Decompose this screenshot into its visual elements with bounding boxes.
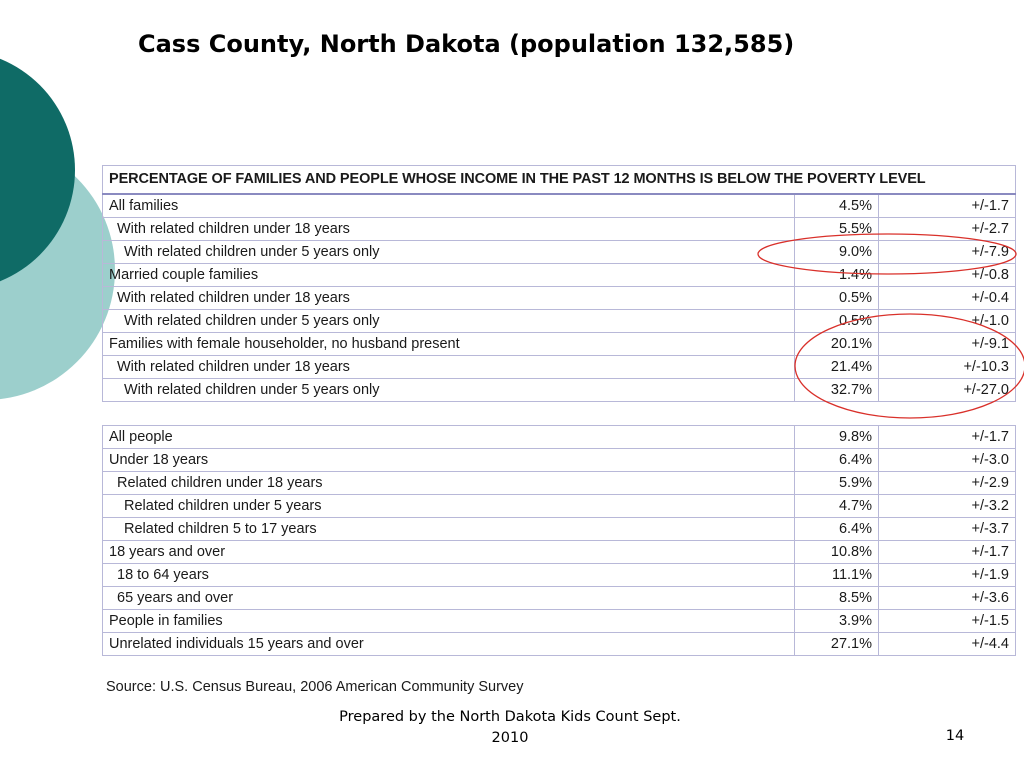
row-label: With related children under 18 years <box>102 285 795 310</box>
row-margin-of-error: +/-1.7 <box>878 424 1016 449</box>
row-label: Under 18 years <box>102 447 795 472</box>
row-margin-of-error: +/-3.6 <box>878 585 1016 610</box>
row-margin-of-error: +/-3.0 <box>878 447 1016 472</box>
row-label: With related children under 18 years <box>102 216 795 241</box>
table-header: PERCENTAGE OF FAMILIES AND PEOPLE WHOSE … <box>102 165 1016 195</box>
row-margin-of-error: +/-10.3 <box>878 354 1016 379</box>
page-number: 14 <box>945 728 965 744</box>
row-label: 65 years and over <box>102 585 795 610</box>
row-percent: 1.4% <box>794 262 879 287</box>
row-percent: 9.8% <box>794 424 879 449</box>
row-percent: 3.9% <box>794 608 879 633</box>
row-percent: 27.1% <box>794 631 879 656</box>
family-row: Married couple families 1.4% +/-0.8 <box>102 262 1016 287</box>
row-margin-of-error: +/-7.9 <box>878 239 1016 264</box>
people-row: 18 years and over 10.8% +/-1.7 <box>102 539 1016 564</box>
row-percent: 8.5% <box>794 585 879 610</box>
row-percent: 9.0% <box>794 239 879 264</box>
people-row: All people 9.8% +/-1.7 <box>102 424 1016 449</box>
poverty-table-container: PERCENTAGE OF FAMILIES AND PEOPLE WHOSE … <box>102 165 1016 656</box>
row-percent: 6.4% <box>794 516 879 541</box>
dark-teal-circle <box>0 58 75 282</box>
row-margin-of-error: +/-9.1 <box>878 331 1016 356</box>
people-row: Related children under 5 years 4.7% +/-3.2 <box>102 493 1016 518</box>
row-percent: 0.5% <box>794 285 879 310</box>
row-percent: 32.7% <box>794 377 879 402</box>
row-margin-of-error: +/-2.7 <box>878 216 1016 241</box>
row-margin-of-error: +/-4.4 <box>878 631 1016 656</box>
row-percent: 4.7% <box>794 493 879 518</box>
family-row: With related children under 5 years only… <box>102 239 1016 264</box>
family-row: With related children under 18 years 5.5%… <box>102 216 1016 241</box>
row-margin-of-error: +/-3.7 <box>878 516 1016 541</box>
row-percent: 4.5% <box>794 193 879 218</box>
section-spacer <box>102 400 1016 426</box>
row-percent: 21.4% <box>794 354 879 379</box>
spacer-cell <box>102 400 1016 426</box>
row-label: Unrelated individuals 15 years and over <box>102 631 795 656</box>
row-label: Related children under 5 years <box>102 493 795 518</box>
poverty-table: PERCENTAGE OF FAMILIES AND PEOPLE WHOSE … <box>102 165 1016 656</box>
row-margin-of-error: +/-0.8 <box>878 262 1016 287</box>
row-label: People in families <box>102 608 795 633</box>
row-percent: 11.1% <box>794 562 879 587</box>
row-margin-of-error: +/-27.0 <box>878 377 1016 402</box>
row-label: With related children under 5 years only <box>102 239 795 264</box>
row-margin-of-error: +/-0.4 <box>878 285 1016 310</box>
row-margin-of-error: +/-1.5 <box>878 608 1016 633</box>
people-row: People in families 3.9% +/-1.5 <box>102 608 1016 633</box>
family-row: With related children under 5 years only… <box>102 377 1016 402</box>
family-row: All families 4.5% +/-1.7 <box>102 193 1016 218</box>
people-row: 18 to 64 years 11.1% +/-1.9 <box>102 562 1016 587</box>
source-note: Source: U.S. Census Bureau, 2006 America… <box>106 679 524 695</box>
row-label: Related children under 18 years <box>102 470 795 495</box>
family-row: With related children under 5 years only… <box>102 308 1016 333</box>
row-margin-of-error: +/-2.9 <box>878 470 1016 495</box>
decorative-circles <box>0 58 115 400</box>
slide-title: Cass County, North Dakota (population 13… <box>138 30 795 58</box>
people-row: Related children 5 to 17 years 6.4% +/-3.7 <box>102 516 1016 541</box>
row-margin-of-error: +/-1.9 <box>878 562 1016 587</box>
row-margin-of-error: +/-3.2 <box>878 493 1016 518</box>
row-percent: 5.5% <box>794 216 879 241</box>
row-label: Families with female householder, no hus… <box>102 331 795 356</box>
row-percent: 20.1% <box>794 331 879 356</box>
row-percent: 5.9% <box>794 470 879 495</box>
row-label: 18 years and over <box>102 539 795 564</box>
table-body: All families 4.5% +/-1.7 With related child… <box>102 193 1016 656</box>
row-label: Married couple families <box>102 262 795 287</box>
row-label: With related children under 18 years <box>102 354 795 379</box>
row-margin-of-error: +/-1.7 <box>878 539 1016 564</box>
people-row: 65 years and over 8.5% +/-3.6 <box>102 585 1016 610</box>
row-percent: 0.5% <box>794 308 879 333</box>
people-row: Under 18 years 6.4% +/-3.0 <box>102 447 1016 472</box>
row-margin-of-error: +/-1.7 <box>878 193 1016 218</box>
row-label: All families <box>102 193 795 218</box>
row-percent: 10.8% <box>794 539 879 564</box>
row-percent: 6.4% <box>794 447 879 472</box>
footer-credit: Prepared by the North Dakota Kids Count … <box>339 709 681 746</box>
row-margin-of-error: +/-1.0 <box>878 308 1016 333</box>
family-row: Families with female householder, no hus… <box>102 331 1016 356</box>
family-row: With related children under 18 years 21.4… <box>102 354 1016 379</box>
people-row: Unrelated individuals 15 years and over 2… <box>102 631 1016 656</box>
row-label: 18 to 64 years <box>102 562 795 587</box>
family-row: With related children under 18 years 0.5%… <box>102 285 1016 310</box>
row-label: All people <box>102 424 795 449</box>
row-label: Related children 5 to 17 years <box>102 516 795 541</box>
row-label: With related children under 5 years only <box>102 308 795 333</box>
row-label: With related children under 5 years only <box>102 377 795 402</box>
people-row: Related children under 18 years 5.9% +/-2.… <box>102 470 1016 495</box>
